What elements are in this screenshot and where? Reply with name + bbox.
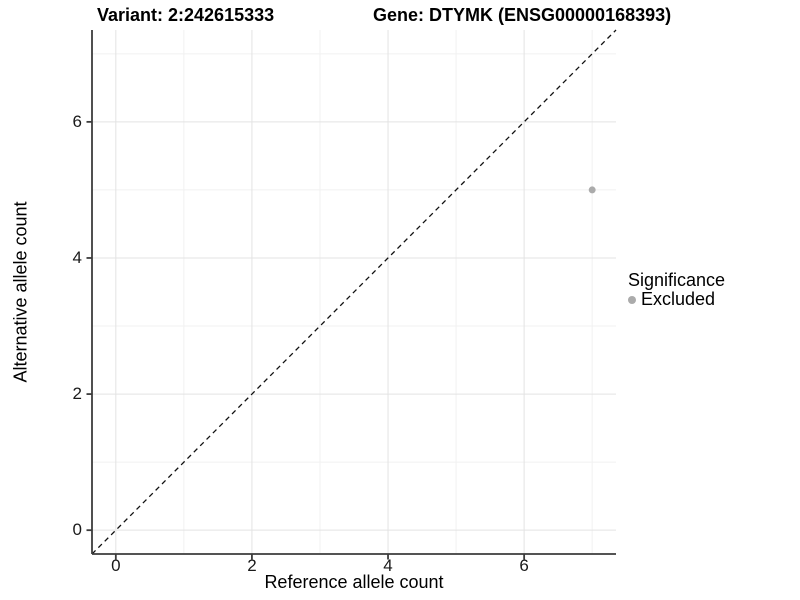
data-point: [588, 186, 596, 194]
y-tick-label: 4: [72, 247, 82, 267]
x-axis-title: Reference allele count: [264, 572, 444, 592]
y-tick-label: 6: [72, 111, 82, 131]
variant-title: Variant: 2:242615333: [97, 5, 275, 25]
legend-entry: Excluded: [628, 290, 725, 309]
legend-entry-label: Excluded: [641, 289, 716, 309]
legend-entries: Excluded: [628, 290, 725, 309]
gene-title: Gene: DTYMK (ENSG00000168393): [373, 5, 672, 25]
y-axis-title: Alternative allele count: [10, 201, 31, 383]
x-tick-label: 2: [247, 556, 257, 575]
x-tick-label: 0: [111, 556, 121, 575]
x-tick-label: 6: [519, 556, 529, 575]
legend-point-icon: [628, 295, 636, 304]
identity-dashed-line: [91, 29, 617, 555]
y-tick-label: 0: [72, 520, 82, 540]
legend-title: Significance: [628, 270, 726, 290]
y-tick-label: 2: [72, 384, 82, 404]
x-tick-label: 4: [383, 556, 393, 575]
legend: Significance Excluded: [628, 270, 725, 309]
